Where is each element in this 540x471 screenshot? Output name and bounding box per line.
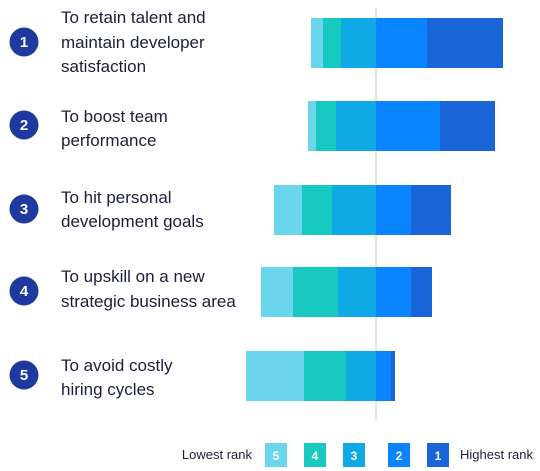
bar-rank-1-5 xyxy=(391,351,395,401)
legend-swatch-2 xyxy=(388,443,410,467)
bar-rank-4-3 xyxy=(302,185,332,235)
bar-rank-3-1 xyxy=(341,18,376,68)
legend-swatch-3 xyxy=(343,443,365,467)
rank-marker-3 xyxy=(9,194,39,224)
category-label-5-line-1: To avoid costly xyxy=(61,356,173,375)
bar-rank-5-3 xyxy=(274,185,302,235)
category-label-1-line-1: To retain talent and xyxy=(61,8,206,27)
rank-marker-5 xyxy=(9,360,39,390)
bar-rank-3-5 xyxy=(346,351,376,401)
bar-rank-4-1 xyxy=(323,18,341,68)
bar-rank-4-4 xyxy=(293,267,338,317)
legend-swatch-1 xyxy=(427,443,449,467)
legend-number-4: 4 xyxy=(312,449,319,463)
bar-rank-4-2 xyxy=(316,101,336,151)
category-label-2-line-2: performance xyxy=(61,131,156,150)
bar-rank-2-1 xyxy=(376,18,427,68)
category-label-4-line-1: To upskill on a new xyxy=(61,267,205,286)
bar-rank-2-3 xyxy=(376,185,411,235)
legend-number-5: 5 xyxy=(273,449,280,463)
bar-rank-5-5 xyxy=(246,351,304,401)
bar-rank-1-1 xyxy=(427,18,503,68)
legend-swatch-5 xyxy=(265,443,287,467)
bar-rank-2-5 xyxy=(376,351,391,401)
rank-marker-number-5: 5 xyxy=(20,367,28,384)
category-label-4-line-2: strategic business area xyxy=(61,292,236,311)
bar-rank-3-2 xyxy=(336,101,376,151)
legend-high-label: Highest rank xyxy=(460,447,533,462)
rank-marker-number-1: 1 xyxy=(20,34,28,51)
category-label-1-line-2: maintain developer xyxy=(61,33,205,52)
rank-marker-number-3: 3 xyxy=(20,201,28,218)
rank-marker-2 xyxy=(9,110,39,140)
bar-rank-2-4 xyxy=(376,267,411,317)
legend-low-label: Lowest rank xyxy=(182,447,253,462)
bar-rank-5-1 xyxy=(311,18,323,68)
rank-marker-number-2: 2 xyxy=(20,117,28,134)
legend-number-1: 1 xyxy=(435,449,442,463)
bar-rank-3-4 xyxy=(338,267,376,317)
bar-rank-1-3 xyxy=(411,185,451,235)
category-label-1-line-3: satisfaction xyxy=(61,57,146,76)
rank-marker-1 xyxy=(9,27,39,57)
bar-rank-2-2 xyxy=(376,101,440,151)
category-label-5-line-2: hiring cycles xyxy=(61,380,155,399)
bar-rank-5-2 xyxy=(308,101,316,151)
rank-marker-number-4: 4 xyxy=(20,283,29,300)
bar-rank-4-5 xyxy=(304,351,346,401)
bar-rank-1-2 xyxy=(440,101,495,151)
bar-rank-5-4 xyxy=(261,267,293,317)
legend-number-2: 2 xyxy=(396,449,403,463)
category-label-3-line-1: To hit personal xyxy=(61,188,172,207)
rank-marker-4 xyxy=(9,276,39,306)
bar-rank-1-4 xyxy=(411,267,432,317)
category-label-2-line-1: To boost team xyxy=(61,107,168,126)
legend-number-3: 3 xyxy=(351,449,358,463)
bar-rank-3-3 xyxy=(332,185,376,235)
legend-swatch-4 xyxy=(304,443,326,467)
category-label-3-line-2: development goals xyxy=(61,212,204,231)
